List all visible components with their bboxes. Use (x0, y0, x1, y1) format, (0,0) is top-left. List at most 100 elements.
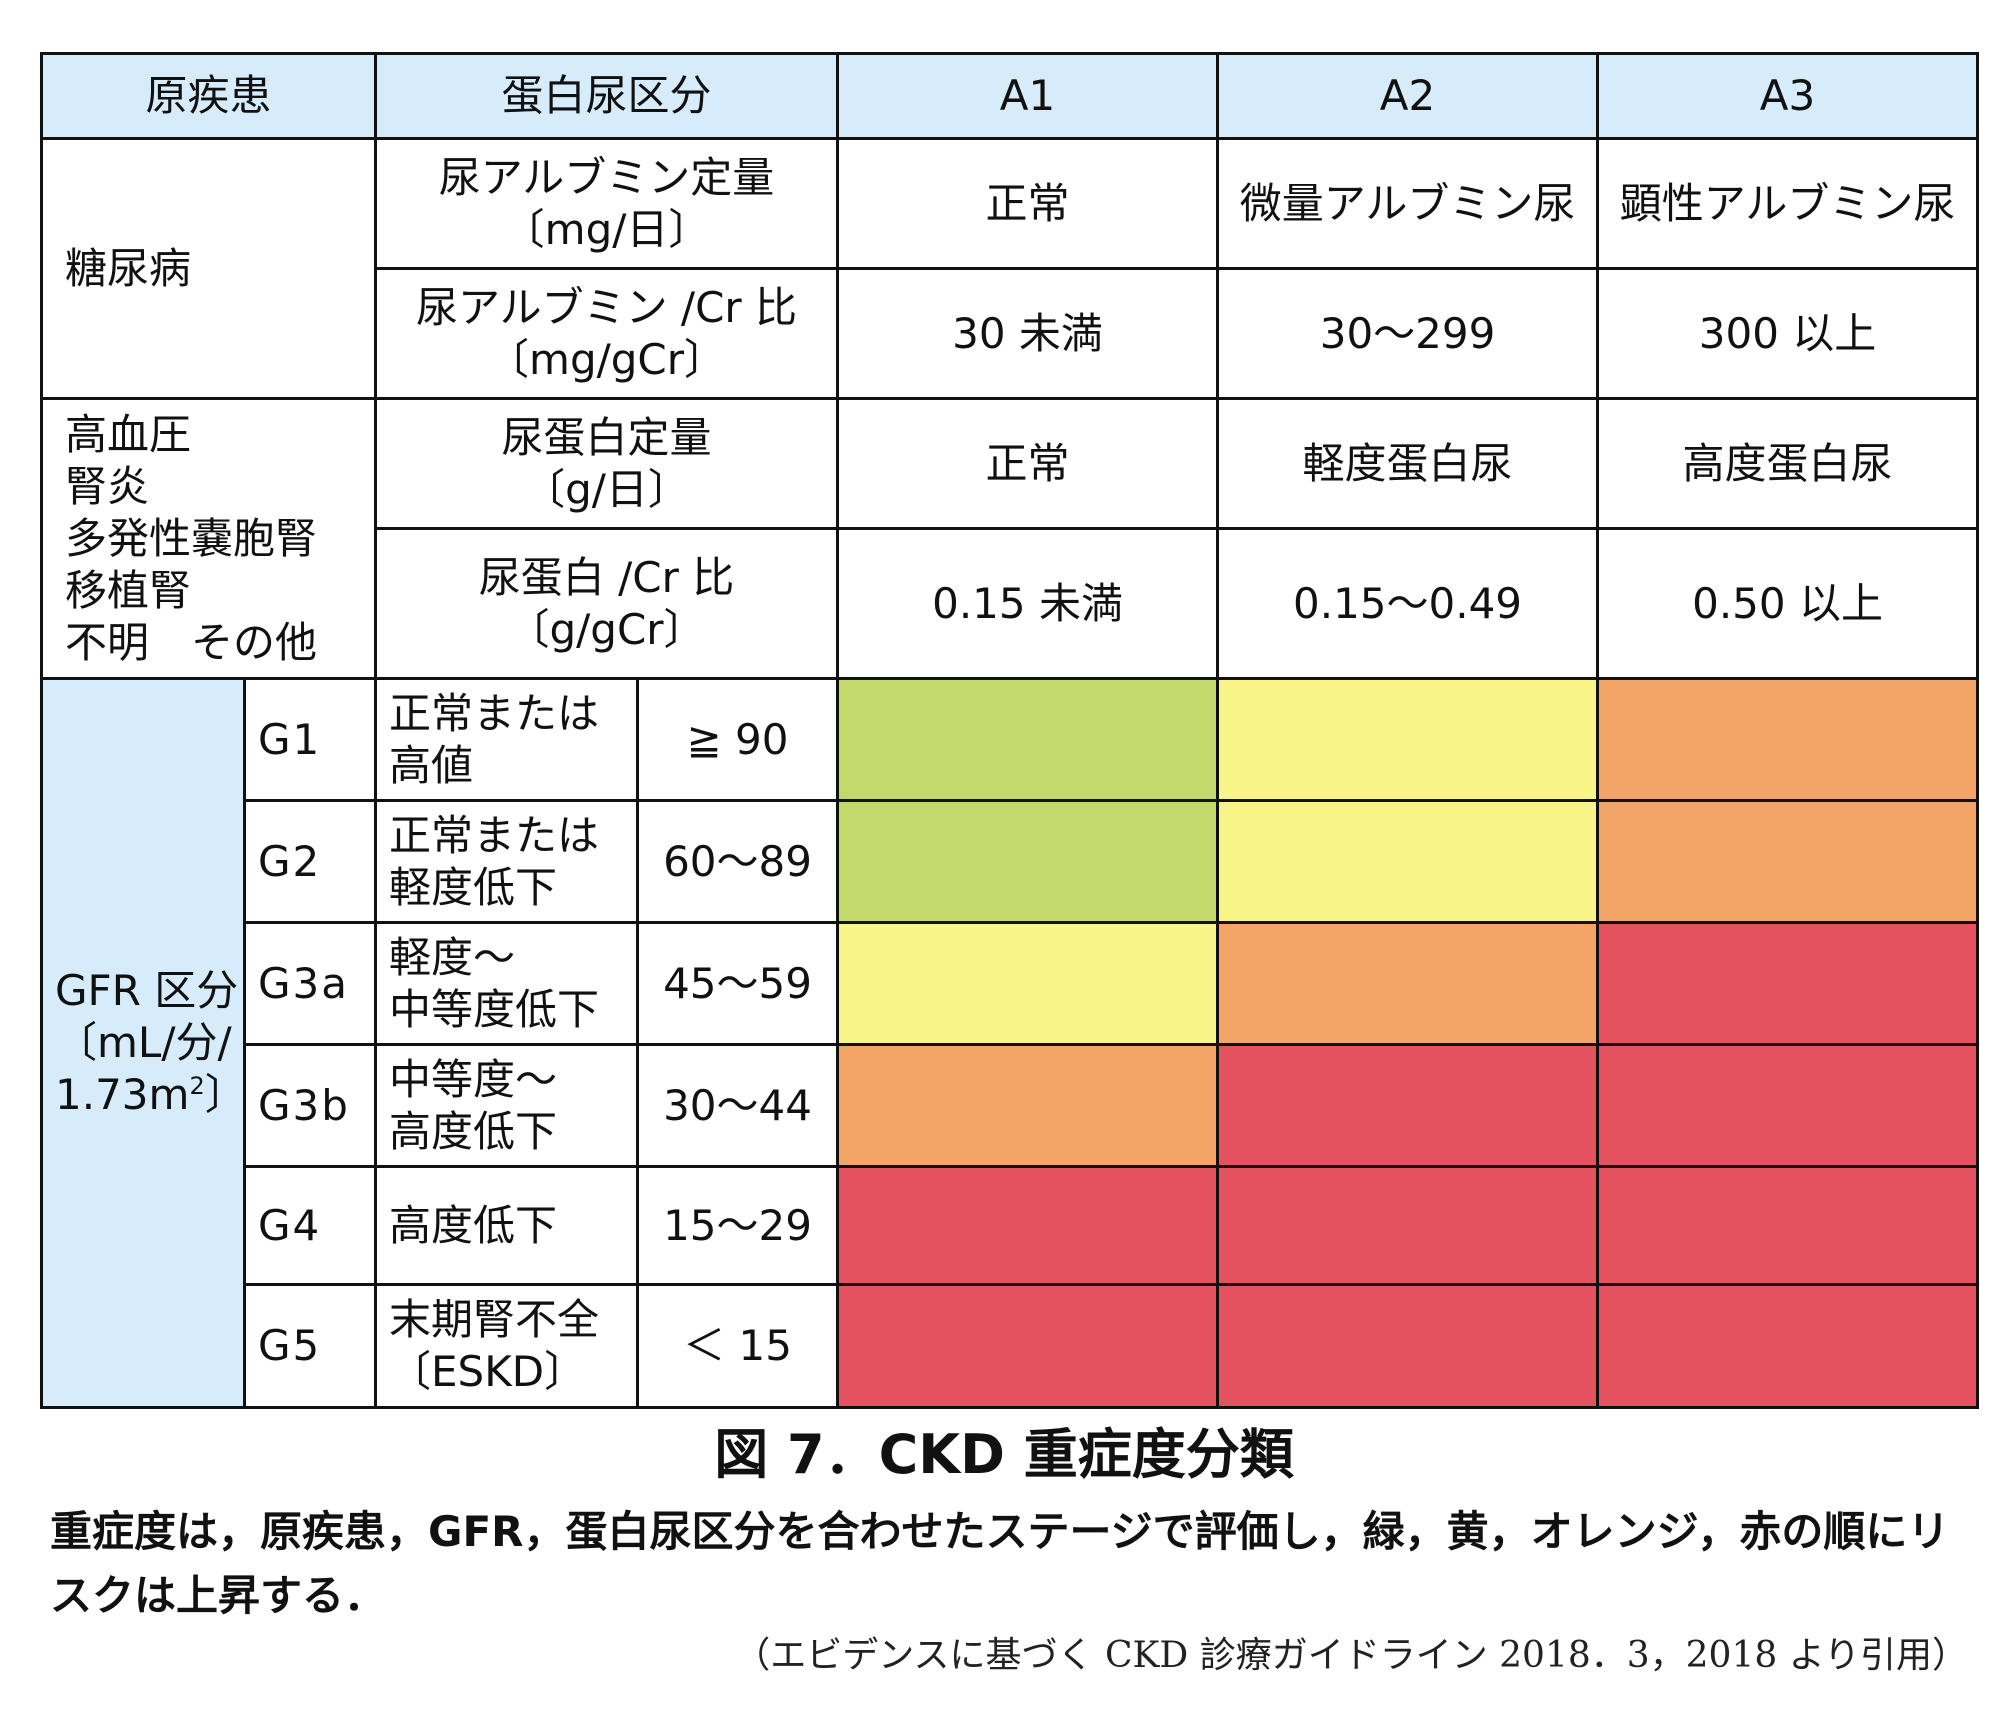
other-a2-value: 0.15〜0.49 (1216, 527, 1600, 680)
diabetes-a2-value: 30〜299 (1216, 267, 1600, 400)
diabetes-a2-label: 微量アルブミン尿 (1216, 137, 1600, 270)
gfr-label-unit: 1.73m (55, 1070, 190, 1119)
risk-cell-g3b-a1 (836, 1043, 1220, 1168)
other-a3-value: 0.50 以上 (1596, 527, 1980, 680)
risk-cell-g3a-a3 (1596, 921, 1980, 1046)
header-a1: A1 (836, 52, 1220, 140)
risk-cell-g3a-a1 (836, 921, 1220, 1046)
gfr-description-line: 中等度〜 (389, 1054, 558, 1104)
gfr-description: 末期腎不全 〔ESKD〕 (374, 1283, 640, 1409)
disease-other-line: 多発性嚢胞腎 (65, 513, 318, 563)
gfr-description-line: 〔ESKD〕 (389, 1347, 587, 1396)
header-a3: A3 (1596, 52, 1980, 140)
disease-other-line: 高血圧 (65, 409, 192, 459)
figure-citation: （エビデンスに基づく CKD 診療ガイドライン 2018．3，2018 より引用… (734, 1635, 1968, 1676)
risk-cell-g5-a2 (1216, 1283, 1600, 1409)
gfr-label-line-3: 1.73m2〕 (55, 1069, 245, 1121)
other-a1-value: 0.15 未満 (836, 527, 1220, 680)
disease-other-line: 腎炎 (65, 461, 150, 511)
diabetes-measure-1-unit: 〔mg/日〕 (502, 204, 711, 254)
diabetes-a3-value: 300 以上 (1596, 267, 1980, 400)
risk-cell-g1-a3 (1596, 677, 1980, 802)
other-measure-2-unit: 〔g/gCr〕 (507, 604, 706, 654)
diabetes-measure-1-name: 尿アルブミン定量 (438, 152, 775, 202)
gfr-category-label: GFR 区分 〔mL/分/ 1.73m2〕 (40, 677, 246, 1409)
gfr-row-g1: GFR 区分 〔mL/分/ 1.73m2〕 G1 正常または 高値 ≧ 90 (40, 677, 1980, 1409)
other-measure-1: 尿蛋白定量 〔g/日〕 (374, 397, 840, 530)
risk-cell-g2-a3 (1596, 799, 1980, 924)
header-proteinuria-category: 蛋白尿区分 (374, 52, 840, 140)
gfr-description-line: 軽度低下 (389, 862, 558, 912)
gfr-range: 60〜89 (636, 799, 840, 924)
gfr-code: G3b (242, 1043, 378, 1168)
other-measure-2-name: 尿蛋白 /Cr 比 (478, 552, 735, 602)
risk-cell-g4-a3 (1596, 1165, 1980, 1286)
gfr-description-line: 正常または (389, 810, 600, 860)
diabetes-a1-value: 30 未満 (836, 267, 1220, 400)
gfr-description-line: 高度低下 (389, 1200, 558, 1250)
other-a2-label: 軽度蛋白尿 (1216, 397, 1600, 530)
risk-cell-g1-a1 (836, 677, 1220, 802)
header-a2: A2 (1216, 52, 1600, 140)
gfr-description: 高度低下 (374, 1165, 640, 1286)
gfr-label-superscript: 2 (189, 1072, 205, 1100)
gfr-description: 中等度〜 高度低下 (374, 1043, 640, 1168)
risk-cell-g2-a1 (836, 799, 1220, 924)
gfr-label-bracket: 〕 (204, 1070, 245, 1119)
figure-title: 図 7．CKD 重症度分類 (714, 1423, 1294, 1486)
risk-cell-g4-a1 (836, 1165, 1220, 1286)
other-a3-label: 高度蛋白尿 (1596, 397, 1980, 530)
gfr-row-g4: G4 高度低下 15〜29 (42, 1165, 1980, 1286)
gfr-range: ≧ 90 (636, 677, 840, 802)
gfr-code: G2 (242, 799, 378, 924)
diabetes-measure-2-unit: 〔mg/gCr〕 (487, 334, 727, 384)
other-measure-1-unit: 〔g/日〕 (523, 464, 690, 514)
gfr-code: G4 (242, 1165, 378, 1286)
disease-other-line: 移植腎 (65, 565, 192, 615)
gfr-label-line-2: 〔mL/分/ (55, 1018, 232, 1067)
risk-cell-g4-a2 (1216, 1165, 1600, 1286)
disease-diabetes: 糖尿病 (39, 137, 378, 400)
gfr-description-line: 中等度低下 (389, 984, 600, 1034)
gfr-description: 正常または 軽度低下 (374, 799, 640, 924)
gfr-description-line: 軽度〜 (389, 932, 516, 982)
gfr-row-g2: G2 正常または 軽度低下 60〜89 (42, 799, 1980, 924)
risk-cell-g3b-a3 (1596, 1043, 1980, 1168)
gfr-row-g3a: G3a 軽度〜 中等度低下 45〜59 (42, 921, 1980, 1046)
other-measure-2: 尿蛋白 /Cr 比 〔g/gCr〕 (374, 527, 840, 680)
risk-cell-g3a-a2 (1216, 921, 1600, 1046)
diabetes-a3-label: 顕性アルブミン尿 (1596, 137, 1980, 270)
ckd-severity-table: 原疾患 蛋白尿区分 A1 A2 A3 糖尿病 尿アルブミン定量 〔mg/日〕 正… (39, 52, 1980, 1409)
gfr-description-line: 高度低下 (389, 1106, 558, 1156)
disease-other: 高血圧 腎炎 多発性嚢胞腎 移植腎 不明 その他 (39, 397, 378, 680)
disease-other-line: 不明 その他 (65, 617, 318, 667)
gfr-description-line: 末期腎不全 (389, 1295, 600, 1344)
gfr-range: 30〜44 (636, 1043, 840, 1168)
gfr-label-line-1: GFR 区分 (55, 966, 239, 1015)
gfr-description-line: 正常または (389, 688, 600, 738)
diabetes-a1-label: 正常 (836, 137, 1220, 270)
gfr-range: 15〜29 (636, 1165, 840, 1286)
gfr-description-line: 高値 (389, 740, 474, 790)
gfr-row-g3b: G3b 中等度〜 高度低下 30〜44 (42, 1043, 1980, 1168)
other-a1-label: 正常 (836, 397, 1220, 530)
gfr-code: G1 (242, 677, 378, 802)
risk-cell-g2-a2 (1216, 799, 1600, 924)
header-disease: 原疾患 (39, 52, 378, 140)
diabetes-measure-1: 尿アルブミン定量 〔mg/日〕 (374, 137, 840, 270)
risk-cell-g5-a1 (836, 1283, 1220, 1409)
gfr-description: 正常または 高値 (374, 677, 640, 802)
gfr-code: G5 (242, 1283, 378, 1409)
risk-cell-g3b-a2 (1216, 1043, 1600, 1168)
risk-cell-g5-a3 (1596, 1283, 1980, 1409)
diabetes-measure-2-name: 尿アルブミン /Cr 比 (416, 282, 798, 332)
gfr-code: G3a (242, 921, 378, 1046)
figure-caption: 重症度は，原疾患，GFR，蛋白尿区分を合わせたステージで評価し，緑，黄，オレンジ… (50, 1507, 1950, 1620)
diabetes-measure-2: 尿アルブミン /Cr 比 〔mg/gCr〕 (374, 267, 840, 400)
other-measure-1-name: 尿蛋白定量 (501, 412, 712, 462)
gfr-row-g5: G5 末期腎不全 〔ESKD〕 ＜ 15 (42, 1283, 1980, 1409)
risk-cell-g1-a2 (1216, 677, 1600, 802)
gfr-range: ＜ 15 (636, 1283, 840, 1409)
gfr-description: 軽度〜 中等度低下 (374, 921, 640, 1046)
gfr-range: 45〜59 (636, 921, 840, 1046)
